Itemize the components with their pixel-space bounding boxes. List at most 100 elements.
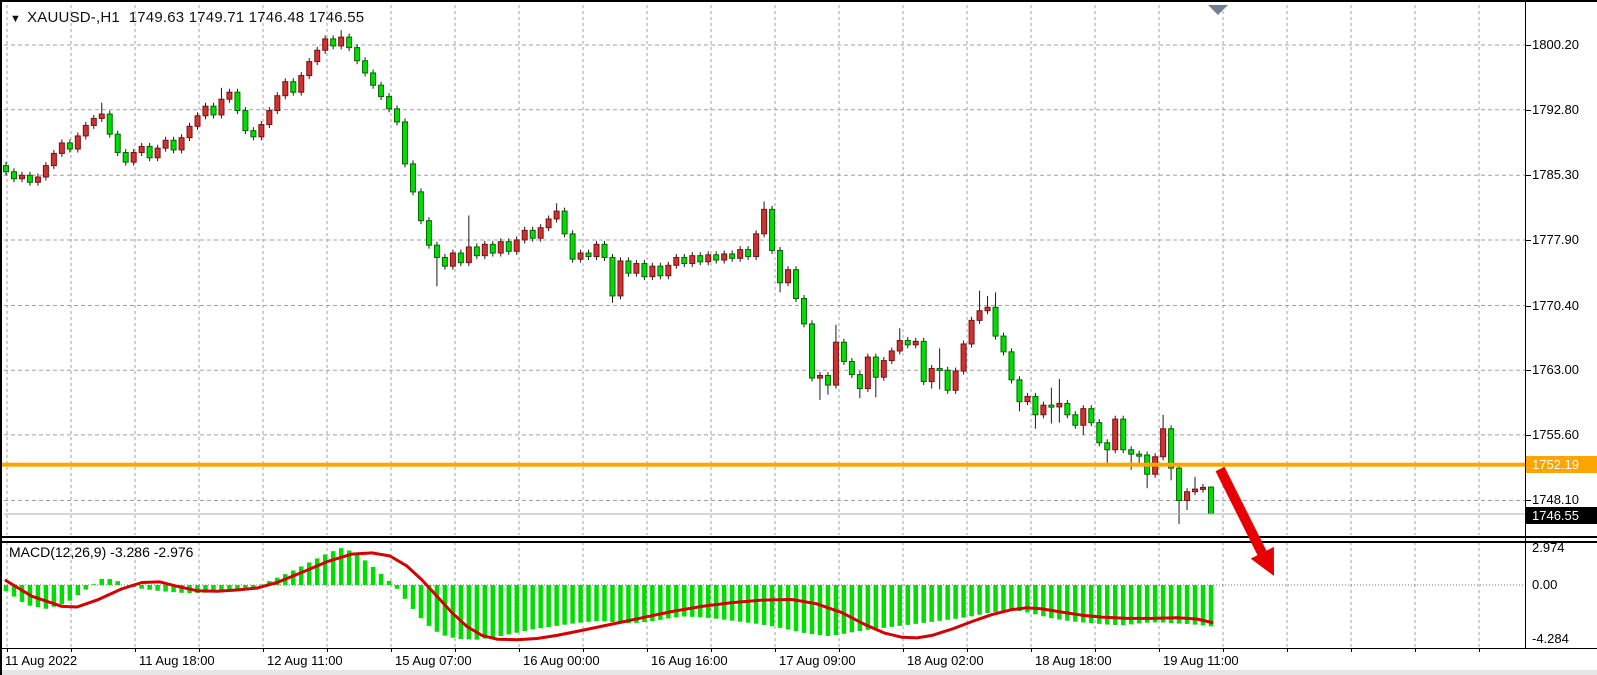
macd-histogram-bar	[51, 585, 57, 607]
chart-title: ▼ XAUUSD-,H1 1749.63 1749.71 1746.48 1746…	[10, 9, 364, 26]
candle-bear	[729, 253, 736, 259]
macd-histogram-bar	[913, 585, 918, 624]
candle-bear	[529, 229, 536, 239]
candle-bull	[665, 264, 672, 277]
candle-bull	[82, 124, 89, 137]
macd-histogram-bar	[107, 579, 112, 585]
candle-bear	[242, 110, 249, 132]
candle-bear	[346, 36, 353, 49]
macd-histogram-bar	[163, 585, 168, 592]
time-axis-label: 18 Aug 02:00	[907, 653, 984, 668]
candle-bear	[1008, 351, 1015, 381]
macd-histogram-bar	[642, 585, 647, 623]
macd-indicator-canvas[interactable]	[2, 542, 1525, 648]
chart-shift-marker-icon[interactable]	[1208, 5, 1228, 15]
price-axis-tick	[1525, 370, 1531, 372]
macd-histogram-bar	[594, 585, 599, 622]
candle-bear	[1128, 449, 1135, 455]
macd-histogram-bar	[147, 585, 152, 590]
candle-bull	[864, 356, 871, 390]
window-bottom-strip	[2, 670, 1597, 675]
candle-bull	[322, 38, 329, 51]
macd-histogram-bar	[115, 581, 120, 585]
time-axis-tick	[7, 648, 8, 652]
candle-bull	[266, 110, 273, 126]
macd-histogram-bar	[873, 585, 879, 629]
panel-separator-bottom[interactable]	[2, 541, 1597, 543]
candle-bear	[1032, 395, 1039, 416]
candle-bull	[18, 174, 25, 180]
candle-bear	[362, 60, 369, 74]
macd-histogram-bar	[562, 585, 567, 625]
candle-bull	[218, 98, 225, 116]
macd-scale-label: -4.284	[1532, 630, 1569, 646]
candle-bear	[370, 72, 377, 86]
macd-histogram-bar	[219, 585, 224, 592]
candle-bull	[74, 135, 81, 150]
candle-bull	[314, 49, 321, 63]
candle-bear	[290, 81, 297, 93]
price-axis-tick	[1525, 175, 1531, 177]
macd-histogram-bar	[171, 585, 176, 593]
macd-histogram-bar	[674, 585, 679, 618]
candle-bear	[441, 256, 448, 267]
time-axis-tick	[199, 648, 200, 652]
candle-bull	[1056, 402, 1063, 408]
chart-symbol-period: XAUUSD-,H1	[27, 9, 120, 26]
macd-histogram-bar	[75, 585, 81, 596]
macd-histogram-bar	[338, 548, 344, 585]
candle-bull	[162, 139, 169, 149]
candle-bull	[282, 81, 289, 97]
macd-histogram-bar	[227, 585, 232, 592]
macd-histogram-bar	[1049, 585, 1054, 619]
macd-histogram-bar	[83, 585, 89, 590]
macd-histogram-bar	[243, 585, 248, 589]
symbol-dropdown-icon[interactable]: ▼	[10, 13, 22, 25]
time-axis-tick	[1287, 648, 1288, 652]
candle-bear	[808, 323, 815, 379]
macd-histogram-bar	[1033, 585, 1038, 615]
price-axis-label: 1763.00	[1532, 362, 1579, 378]
candle-bull	[617, 260, 624, 297]
macd-histogram-bar	[314, 558, 320, 585]
price-axis-tick	[1525, 239, 1531, 241]
macd-histogram-bar	[793, 585, 799, 632]
macd-histogram-bar	[650, 585, 655, 622]
macd-histogram-bar	[1057, 585, 1062, 620]
candle-bear	[585, 252, 592, 258]
macd-histogram-bar	[1152, 585, 1158, 623]
candle-bear	[1000, 335, 1007, 353]
candle-bear	[777, 249, 784, 284]
candle-bull	[633, 263, 640, 274]
macd-histogram-bar	[354, 554, 360, 585]
macd-histogram-bar	[825, 585, 831, 636]
bid-price-badge: 1746.55	[1526, 507, 1597, 524]
macd-histogram-bar	[1128, 585, 1134, 625]
macd-values: -3.286 -2.976	[106, 544, 194, 560]
candle-bear	[1088, 408, 1095, 424]
macd-histogram-bar	[586, 585, 591, 622]
candle-bull	[202, 105, 209, 117]
price-axis-label: 1777.90	[1532, 231, 1579, 247]
horizontal-level-line[interactable]	[2, 462, 1525, 467]
macd-histogram-bar	[267, 581, 272, 585]
candle-bull	[888, 350, 895, 362]
price-chart-canvas[interactable]	[2, 2, 1525, 536]
macd-histogram-bar	[610, 585, 615, 623]
candle-bull	[50, 152, 57, 167]
macd-histogram-bar	[1017, 585, 1022, 612]
macd-histogram-bar	[418, 585, 424, 619]
macd-histogram-bar	[1136, 585, 1142, 624]
macd-histogram-bar	[945, 585, 950, 620]
panel-separator-top[interactable]	[2, 536, 1597, 538]
time-axis-tick	[327, 648, 328, 652]
time-axis-label: 12 Aug 11:00	[267, 653, 343, 668]
candle-bull	[928, 367, 935, 383]
candle-bear	[386, 96, 393, 110]
macd-name: MACD(12,26,9)	[9, 544, 107, 560]
price-axis-tick	[1525, 434, 1531, 436]
candle-bull	[42, 165, 49, 178]
macd-histogram-bar	[658, 585, 663, 620]
macd-histogram-bar	[993, 585, 998, 612]
